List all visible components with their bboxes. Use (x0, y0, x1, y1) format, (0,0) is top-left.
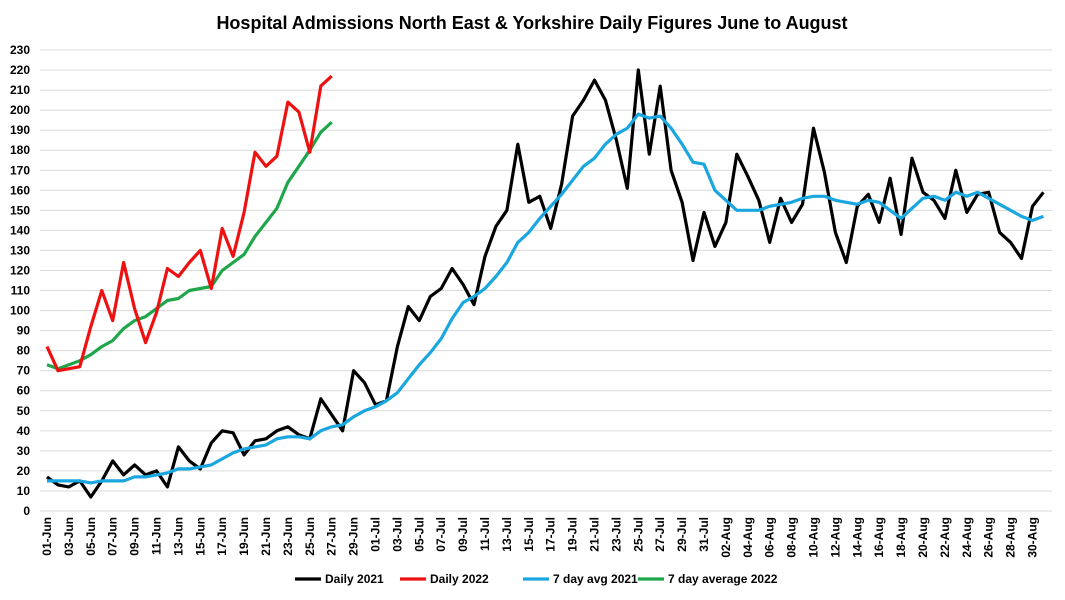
legend-label: Daily 2022 (430, 572, 489, 586)
y-tick-label: 100 (10, 304, 30, 318)
x-tick-label: 05-Jun (84, 517, 98, 556)
y-axis: 0 10 20 30 40 50 60 70 80 90 100 110 120 130 140 150 160… (10, 43, 30, 518)
y-tick-label: 130 (10, 243, 30, 257)
x-tick-label: 18-Aug (894, 517, 908, 558)
x-tick-label: 31-Jul (697, 517, 711, 552)
x-tick-label: 04-Aug (741, 517, 755, 558)
legend: Daily 2021 Daily 2022 7 day avg 2021 7 day … (295, 572, 778, 586)
series-line-7-day-avg-2021 (47, 112, 1044, 485)
y-tick-label: 0 (23, 504, 30, 518)
y-tick-label: 40 (17, 424, 31, 438)
x-tick-label: 22-Aug (938, 517, 952, 558)
x-tick-label: 19-Jun (237, 517, 251, 556)
y-tick-label: 70 (17, 364, 31, 378)
y-tick-label: 60 (17, 384, 31, 398)
x-tick-label: 28-Aug (1004, 517, 1018, 558)
x-tick-label: 03-Jun (62, 517, 76, 556)
chart-title: Hospital Admissions North East & Yorkshi… (216, 13, 847, 33)
legend-item: 7 day average 2022 (638, 572, 778, 586)
series-line-daily-2022 (45, 74, 333, 373)
series-line-daily-2021 (46, 68, 1045, 499)
x-tick-label: 07-Jul (434, 517, 448, 552)
x-tick-label: 01-Jun (40, 517, 54, 556)
x-tick-label: 06-Aug (763, 517, 777, 558)
series-line-7-day-average-2022 (46, 121, 333, 371)
y-tick-label: 170 (10, 163, 30, 177)
legend-item: 7 day avg 2021 (523, 572, 638, 586)
x-tick-label: 30-Aug (1026, 517, 1040, 558)
x-tick-label: 16-Aug (872, 517, 886, 558)
x-tick-label: 13-Jul (500, 517, 514, 552)
legend-label: Daily 2021 (325, 572, 384, 586)
y-tick-label: 30 (17, 444, 31, 458)
y-tick-label: 210 (10, 83, 30, 97)
x-tick-label: 12-Aug (828, 517, 842, 558)
x-tick-label: 17-Jul (544, 517, 558, 552)
gridlines (40, 49, 1052, 512)
x-tick-label: 25-Jul (631, 517, 645, 552)
x-tick-label: 26-Aug (982, 517, 996, 558)
x-tick-label: 03-Jul (390, 517, 404, 552)
x-tick-label: 10-Aug (807, 517, 821, 558)
x-tick-label: 14-Aug (850, 517, 864, 558)
y-tick-label: 190 (10, 123, 30, 137)
y-tick-label: 230 (10, 43, 30, 57)
y-tick-label: 80 (17, 344, 31, 358)
x-tick-label: 24-Aug (960, 517, 974, 558)
y-tick-label: 180 (10, 143, 30, 157)
legend-item: Daily 2022 (400, 572, 489, 586)
x-tick-label: 17-Jun (215, 517, 229, 556)
y-tick-label: 110 (11, 284, 31, 298)
legend-label: 7 day average 2022 (668, 572, 778, 586)
x-tick-label: 27-Jun (325, 517, 339, 556)
legend-item: Daily 2021 (295, 572, 384, 586)
y-tick-label: 150 (10, 203, 30, 217)
x-tick-label: 23-Jul (609, 517, 623, 552)
y-tick-label: 160 (10, 183, 30, 197)
x-tick-label: 15-Jun (193, 517, 207, 556)
x-tick-label: 23-Jun (281, 517, 295, 556)
y-tick-label: 120 (10, 263, 30, 277)
x-tick-label: 09-Jul (456, 517, 470, 552)
x-tick-label: 11-Jun (150, 517, 164, 555)
x-tick-label: 07-Jun (106, 517, 120, 556)
x-tick-label: 29-Jun (347, 517, 361, 556)
y-tick-label: 50 (17, 404, 31, 418)
x-tick-label: 09-Jun (128, 517, 142, 556)
series-lines (45, 68, 1045, 499)
x-tick-label: 13-Jun (171, 517, 185, 556)
x-tick-label: 05-Jul (412, 517, 426, 552)
x-tick-label: 02-Aug (719, 517, 733, 558)
x-tick-label: 20-Aug (916, 517, 930, 558)
y-tick-label: 200 (10, 103, 30, 117)
x-tick-label: 11-Jul (478, 517, 492, 551)
x-tick-label: 21-Jul (588, 517, 602, 552)
x-tick-label: 21-Jun (259, 517, 273, 556)
y-tick-label: 220 (10, 63, 30, 77)
x-tick-label: 25-Jun (303, 517, 317, 556)
x-tick-label: 29-Jul (675, 517, 689, 552)
x-tick-label: 15-Jul (522, 517, 536, 552)
legend-label: 7 day avg 2021 (553, 572, 638, 586)
x-tick-label: 27-Jul (653, 517, 667, 552)
y-tick-label: 90 (17, 324, 31, 338)
y-tick-label: 10 (17, 484, 31, 498)
y-tick-label: 140 (10, 223, 30, 237)
y-tick-label: 20 (17, 464, 31, 478)
x-tick-label: 08-Aug (785, 517, 799, 558)
x-tick-label: 01-Jul (369, 517, 383, 552)
x-axis: 01-Jun 03-Jun 05-Jun 07-Jun 09-Jun 11-Jun 13-J… (40, 517, 1040, 558)
x-tick-label: 19-Jul (566, 517, 580, 552)
